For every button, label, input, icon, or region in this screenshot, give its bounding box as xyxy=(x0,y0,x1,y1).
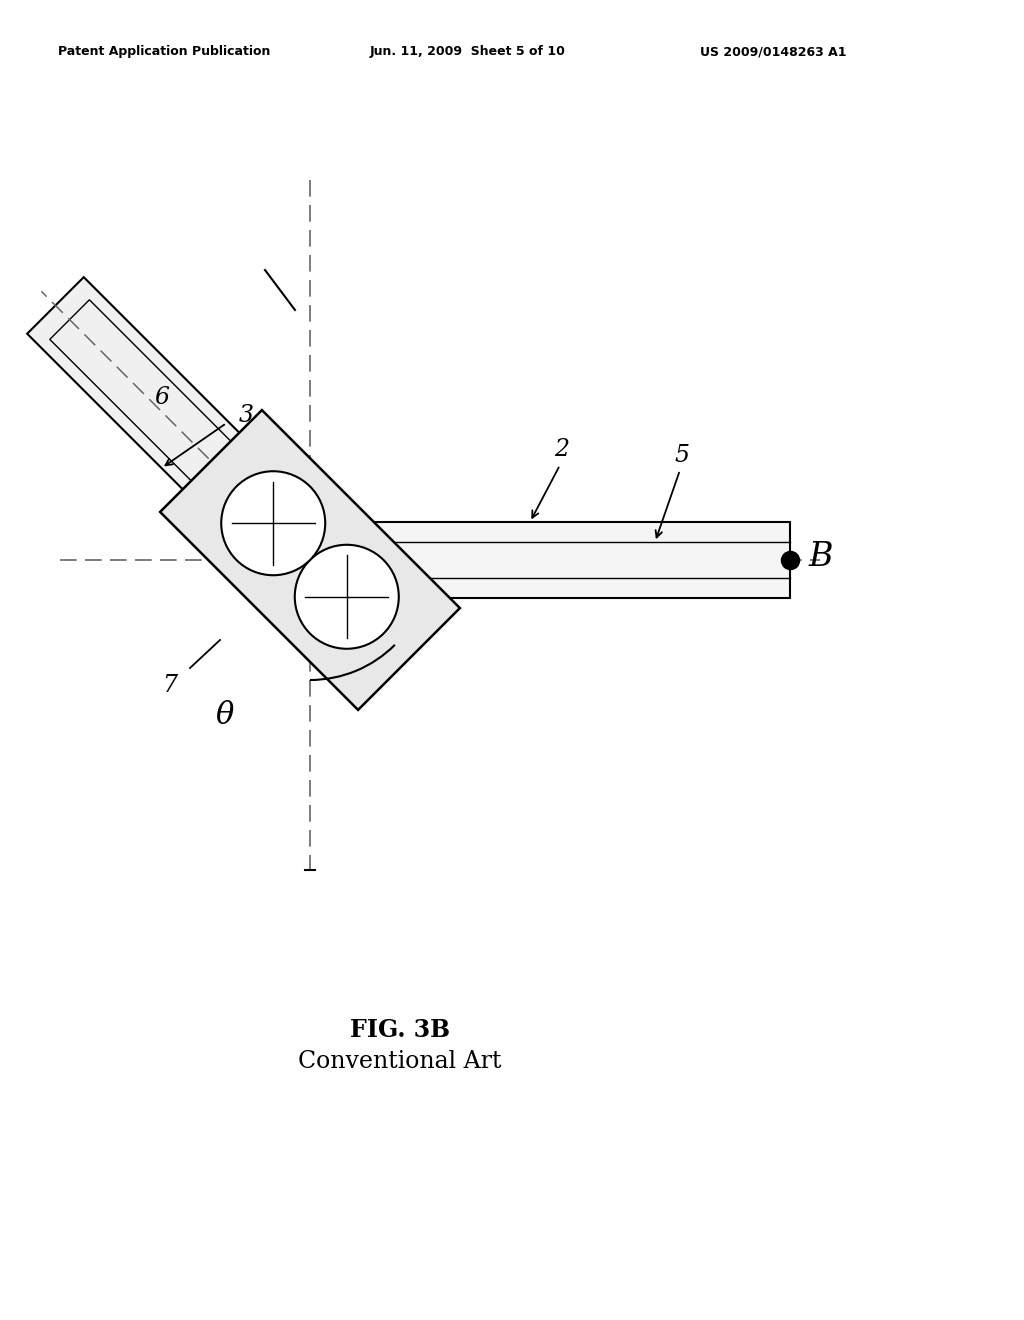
Circle shape xyxy=(221,471,326,576)
Text: 6: 6 xyxy=(155,387,170,409)
Text: θ: θ xyxy=(216,700,234,730)
Circle shape xyxy=(295,545,398,648)
Text: 2: 2 xyxy=(555,438,569,462)
Text: 5: 5 xyxy=(675,444,689,466)
Text: 3: 3 xyxy=(239,404,254,426)
Text: 7: 7 xyxy=(163,673,177,697)
Text: Jun. 11, 2009  Sheet 5 of 10: Jun. 11, 2009 Sheet 5 of 10 xyxy=(370,45,566,58)
Text: Conventional Art: Conventional Art xyxy=(298,1051,502,1073)
Polygon shape xyxy=(160,411,460,710)
Text: Patent Application Publication: Patent Application Publication xyxy=(58,45,270,58)
Text: US 2009/0148263 A1: US 2009/0148263 A1 xyxy=(700,45,847,58)
Polygon shape xyxy=(28,277,352,602)
Polygon shape xyxy=(300,521,790,598)
Text: FIG. 3B: FIG. 3B xyxy=(350,1018,450,1041)
Text: A: A xyxy=(231,429,249,453)
Text: B: B xyxy=(808,541,833,573)
